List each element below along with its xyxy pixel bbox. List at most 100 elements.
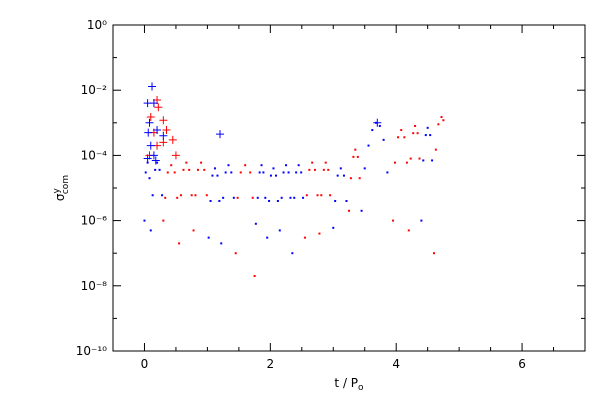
data-point [232,196,235,199]
data-point [196,168,199,171]
data-point [154,168,157,171]
data-point [249,171,252,174]
data-point [412,132,415,135]
data-point [260,164,263,167]
data-point [332,226,335,229]
data-point [224,171,227,174]
plus-marker [159,131,168,140]
data-point [227,164,230,167]
data-point [282,171,285,174]
data-point [339,167,342,170]
plus-marker [149,151,158,160]
data-point [367,144,370,147]
data-point [280,196,283,199]
data-point [143,219,146,222]
data-point [230,171,233,174]
data-point [422,159,425,162]
data-point [403,136,406,139]
data-point [244,164,247,167]
plus-marker [373,118,382,127]
y-axis-label: σycom [52,175,71,201]
plus-marker [148,82,157,91]
y-tick-label: 10⁻⁸ [81,279,108,293]
x-tick-label: 4 [392,357,400,371]
data-point [285,164,288,167]
plus-marker [144,128,153,137]
data-point [371,129,374,132]
data-point [272,167,275,170]
plus-marker [171,151,180,160]
data-point [300,171,303,174]
data-point [158,168,161,171]
data-point [295,171,298,174]
data-point [156,161,159,164]
data-point [322,168,325,171]
plus-marker [146,141,155,150]
y-tick-label: 10⁰ [87,18,107,32]
data-point [303,236,306,239]
y-tick-label: 10⁻⁴ [81,148,108,162]
data-point [324,161,327,164]
data-point [251,196,254,199]
data-point [327,168,330,171]
data-point [334,199,337,202]
data-point [297,164,300,167]
data-point [151,194,154,197]
data-point [200,161,203,164]
plus-marker [146,113,155,122]
plus-marker [162,126,171,135]
data-point [416,132,419,135]
data-point [220,242,223,245]
data-point [429,134,432,137]
plus-marker [149,99,158,108]
data-point [393,161,396,164]
data-point [308,168,311,171]
data-point [170,164,173,167]
data-point [431,159,434,162]
y-axis-label-group: σycom [52,175,71,201]
data-point [239,171,242,174]
data-point [414,124,417,127]
plot-frame [112,24,586,352]
data-point [194,194,197,197]
plus-marker [154,103,163,112]
plus-marker [153,126,162,135]
data-point [190,194,193,197]
data-point [434,148,437,151]
data-point [392,219,395,222]
data-point [305,194,308,197]
data-point [258,171,261,174]
data-point [264,196,267,199]
plus-marker [159,116,168,125]
data-point [185,161,188,164]
data-point [442,119,445,122]
data-point [205,194,208,197]
data-point [349,177,352,180]
data-point [358,177,361,180]
data-point [192,229,195,232]
data-point [216,174,219,177]
data-point [166,171,169,174]
data-point [256,196,259,199]
data-point [289,196,292,199]
data-point [146,161,149,164]
data-point [218,199,221,202]
x-tick-label: 6 [518,357,526,371]
data-point [211,174,214,177]
data-point [424,134,427,137]
data-point [236,196,239,199]
data-point [268,199,271,202]
data-point [162,219,165,222]
data-point [407,229,410,232]
data-point [148,177,151,180]
data-point [213,167,216,170]
data-point [179,194,182,197]
data-point [293,196,296,199]
data-point [149,229,152,232]
data-point [266,236,269,239]
data-point [409,157,412,160]
data-point [320,194,323,197]
plus-marker [143,154,152,163]
data-point [222,196,225,199]
